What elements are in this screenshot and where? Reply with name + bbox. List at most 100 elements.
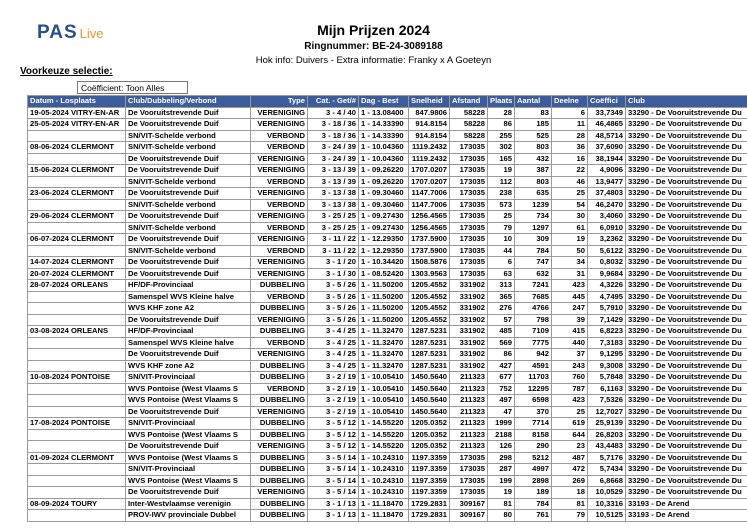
table-cell <box>27 486 126 499</box>
column-header: Datum - Losplaats <box>27 95 126 108</box>
coefficient-select[interactable]: Coëfficient: Toon Alles <box>77 81 188 94</box>
table-cell: 1 - 11.50200 <box>358 279 409 292</box>
table-cell: 7,3183 <box>587 336 626 349</box>
table-cell: De Vooruitstrevende Duif <box>125 440 251 453</box>
table-cell: DUBBELING <box>250 463 308 476</box>
table-cell: 287 <box>487 463 515 476</box>
column-header: Deelne <box>551 95 588 108</box>
table-cell: 415 <box>551 325 588 338</box>
table-cell: 331902 <box>449 313 488 326</box>
table-row: 28-07-2024 ORLEANS HF/DF-Provinciaal DUBBE… <box>27 279 747 292</box>
table-cell: DUBBELING <box>250 451 308 464</box>
table-cell: 3 - 5 / 14 <box>307 463 359 476</box>
table-cell: VERENIGING <box>250 118 308 131</box>
table-cell: 942 <box>514 348 552 361</box>
table-cell: 1707.0207 <box>408 164 450 177</box>
table-cell: 3 - 5 / 12 <box>307 440 359 453</box>
table-cell: 1729.2831 <box>408 497 450 510</box>
column-header: Aantal <box>514 95 552 108</box>
table-cell: 173035 <box>449 210 488 223</box>
table-cell: 1205.4552 <box>408 313 450 326</box>
table-cell: 619 <box>551 417 588 430</box>
table-cell: 211323 <box>449 394 488 407</box>
table-cell: VERENIGING <box>250 256 308 269</box>
table-cell: 33290 - De Vooruitstrevende Du <box>625 325 747 338</box>
table-cell: 914.8154 <box>408 118 450 131</box>
table-cell: 20-07-2024 CLERMONT <box>27 267 126 280</box>
table-cell: De Vooruitstrevende Duif <box>125 152 251 165</box>
table-cell: WVS Pontoise (West Vlaams S <box>125 474 251 487</box>
table-cell: 298 <box>487 451 515 464</box>
table-cell: 6 <box>487 256 515 269</box>
table-cell: 1205.4552 <box>408 290 450 303</box>
table-cell: 3 - 5 / 14 <box>307 474 359 487</box>
column-header: Club/Dubbeling/Verbond <box>125 95 251 108</box>
table-cell: 2188 <box>487 428 515 441</box>
table-cell: 331902 <box>449 348 488 361</box>
table-cell: 1 - 10.24310 <box>358 451 409 464</box>
table-cell: 33290 - De Vooruitstrevende Du <box>625 451 747 464</box>
table-cell: 487 <box>551 451 588 464</box>
logo: PAS Live <box>37 22 104 44</box>
table-cell: 1205.4552 <box>408 279 450 292</box>
table-cell: 472 <box>551 463 588 476</box>
table-cell: 25 <box>551 405 588 418</box>
table-cell: 173035 <box>449 233 488 246</box>
table-cell: 1197.3359 <box>408 463 450 476</box>
table-cell: 1205.0352 <box>408 417 450 430</box>
table-cell: 3 - 18 / 36 <box>307 129 359 142</box>
table-cell: 1 - 10.24310 <box>358 463 409 476</box>
table-cell: 6,8668 <box>587 474 626 487</box>
table-cell: 173035 <box>449 175 488 188</box>
table-cell: 1 - 10.05410 <box>358 371 409 384</box>
table-cell: 427 <box>487 359 515 372</box>
table-cell: 1450.5640 <box>408 382 450 395</box>
table-cell: 37 <box>551 348 588 361</box>
column-header: Afstand <box>449 95 488 108</box>
table-cell: 173035 <box>449 164 488 177</box>
table-cell <box>27 463 126 476</box>
table-row: SN/VIT-Schelde verbond VERBOND 3 - 13 / 38… <box>27 198 747 211</box>
table-cell: 1737.5900 <box>408 233 450 246</box>
table-cell: 7,1429 <box>587 313 626 326</box>
table-cell: 10 <box>487 233 515 246</box>
table-cell: 16 <box>551 152 588 165</box>
table-cell: 4766 <box>514 302 552 315</box>
table-cell: HF/DF-Provinciaal <box>125 279 251 292</box>
table-cell: 1 - 10.04360 <box>358 152 409 165</box>
table-cell: 677 <box>487 371 515 384</box>
table-cell: 211323 <box>449 405 488 418</box>
table-cell: 79 <box>551 509 588 522</box>
table-cell: 1450.5640 <box>408 394 450 407</box>
table-cell: Inter-Westvlaamse verenigin <box>125 497 251 510</box>
table-cell: VERENIGING <box>250 405 308 418</box>
table-row: 29-06-2024 CLERMONT De Vooruitstrevende D… <box>27 210 747 223</box>
table-cell: 784 <box>514 497 552 510</box>
loft-info: Hok info: Duivers - Extra informatie: Fr… <box>255 55 492 66</box>
table-cell: DUBBELING <box>250 428 308 441</box>
table-cell: 79 <box>487 221 515 234</box>
table-cell: 4,9096 <box>587 164 626 177</box>
table-cell: 1 - 09.30460 <box>358 198 409 211</box>
table-cell: 635 <box>514 187 552 200</box>
table-cell: 173035 <box>449 463 488 476</box>
table-cell: DUBBELING <box>250 279 308 292</box>
table-cell: 81 <box>551 497 588 510</box>
table-cell: DUBBELING <box>250 509 308 522</box>
table-cell: 37,4803 <box>587 187 626 200</box>
table-cell: 1707.0207 <box>408 175 450 188</box>
logo-main: PAS <box>37 22 78 43</box>
table-cell: 1450.5640 <box>408 371 450 384</box>
table-cell: 7,5326 <box>587 394 626 407</box>
table-row: De Vooruitstrevende Duif VERENIGING 3 - 4 … <box>27 348 747 361</box>
table-cell: WVS Pontoise (West Vlaams S <box>125 394 251 407</box>
table-cell: 3 - 5 / 14 <box>307 451 359 464</box>
table-cell: 1 - 10.05410 <box>358 394 409 407</box>
table-cell: 4,3226 <box>587 279 626 292</box>
table-cell: 33290 - De Vooruitstrevende Du <box>625 141 747 154</box>
column-header: Type <box>250 95 308 108</box>
table-cell: 525 <box>514 129 552 142</box>
table-cell: 3 - 25 / 25 <box>307 221 359 234</box>
table-cell: 46 <box>551 175 588 188</box>
table-cell: SN/VIT-Schelde verbond <box>125 175 251 188</box>
